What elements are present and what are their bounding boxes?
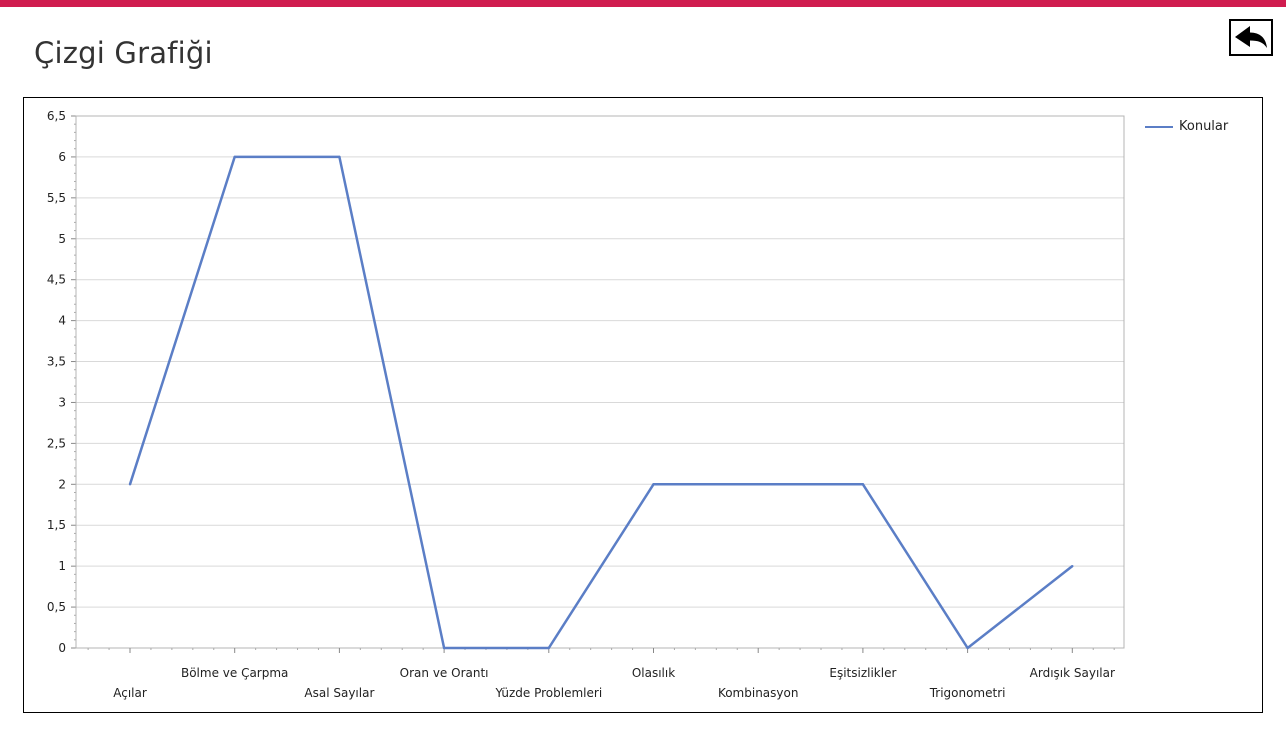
y-tick-label: 0 xyxy=(58,641,66,655)
y-tick-label: 5,5 xyxy=(47,191,66,205)
y-tick-label: 2,5 xyxy=(47,436,66,450)
data-point xyxy=(652,483,655,486)
chart-panel: 0 0,5 1 1,5 2 2,5 3 3,5 4 4,5 5 5,5 6 6,5 Açılar Bölme … xyxy=(23,97,1263,713)
x-tick-label: Trigonometri xyxy=(929,686,1006,700)
x-tick-label: Asal Sayılar xyxy=(304,686,374,700)
x-tick-label: Ardışık Sayılar xyxy=(1030,666,1115,680)
series-line xyxy=(128,155,1074,650)
legend-swatch xyxy=(1145,125,1173,128)
y-tick-label: 0,5 xyxy=(47,600,66,614)
y-tick-label: 1,5 xyxy=(47,518,66,532)
y-tick-label: 3,5 xyxy=(47,355,66,369)
data-point xyxy=(966,646,969,650)
x-tick-label: Eşitsizlikler xyxy=(829,666,896,680)
y-tick-label: 5 xyxy=(58,232,66,246)
y-tick-label: 2 xyxy=(58,477,66,491)
line-chart: 0 0,5 1 1,5 2 2,5 3 3,5 4 4,5 5 5,5 6 6,5 Açılar Bölme … xyxy=(47,109,1125,700)
y-tick-label: 1 xyxy=(58,559,66,573)
y-tick-label: 4 xyxy=(58,314,66,328)
plot-area xyxy=(75,115,1125,649)
x-tick-label: Olasılık xyxy=(632,666,675,680)
y-tick-label: 6,5 xyxy=(47,109,66,123)
accent-top-bar xyxy=(0,0,1286,7)
data-point xyxy=(338,155,341,159)
x-tick-label: Kombinasyon xyxy=(718,686,799,700)
back-arrow-icon xyxy=(1235,26,1267,48)
x-tick-label: Oran ve Orantı xyxy=(400,666,489,680)
back-button[interactable] xyxy=(1229,19,1273,56)
y-tick-label: 6 xyxy=(58,150,66,164)
data-point xyxy=(547,646,550,650)
data-point xyxy=(233,155,236,159)
legend-label: Konular xyxy=(1179,119,1229,134)
y-tick-label: 3 xyxy=(58,395,66,409)
data-point xyxy=(1071,564,1074,568)
page-title: Çizgi Grafiği xyxy=(34,36,213,70)
data-point xyxy=(128,483,132,486)
data-point xyxy=(861,483,865,486)
x-tick-label: Bölme ve Çarpma xyxy=(181,666,288,680)
x-tick-label: Yüzde Problemleri xyxy=(494,686,602,700)
y-tick-label: 4,5 xyxy=(47,273,66,287)
data-point xyxy=(757,483,760,486)
data-point xyxy=(442,646,446,650)
x-tick-label: Açılar xyxy=(113,686,147,700)
chart-legend: Konular xyxy=(1145,119,1228,134)
